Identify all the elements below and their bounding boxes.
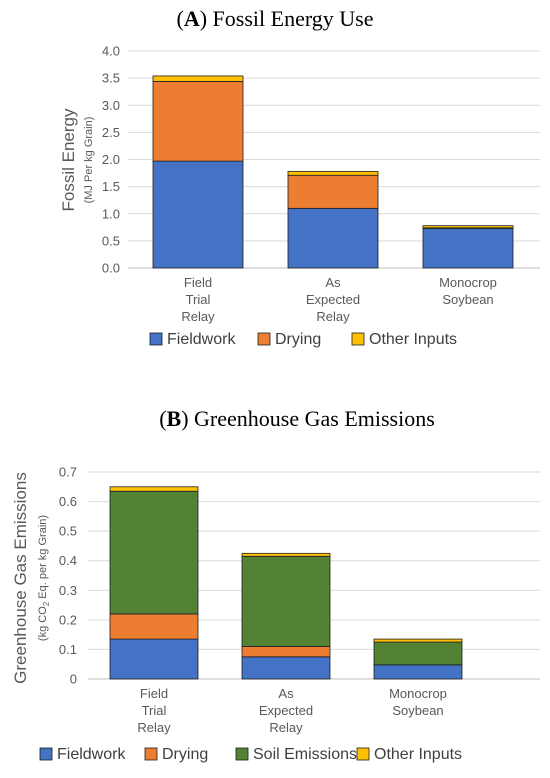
- bar-segment-fieldwork: [287, 207, 379, 269]
- panel-b-title: (B) Greenhouse Gas Emissions: [159, 406, 435, 431]
- panel-a-title-letter: A: [184, 6, 200, 31]
- category-label: Field Trial Relay: [137, 686, 171, 735]
- panel-b-legend: Fieldwork Drying Soil Emissions Other Input…: [39, 746, 462, 763]
- y-tick-label: 3.5: [102, 71, 120, 86]
- category-label: Monocrop Soybean: [389, 686, 447, 718]
- y-tick-label: 2.0: [102, 152, 120, 167]
- panel-a-fossil-energy-chart: (A) Fossil Energy Use Fossil Energy (MJ …: [59, 6, 540, 348]
- bar-segment-other-inputs: [287, 171, 379, 176]
- panel-a-y-axis-label: Fossil Energy: [59, 108, 78, 211]
- bar-segment-soil-emissions: [241, 555, 331, 647]
- bar-segment-drying: [287, 174, 379, 209]
- legend-swatch: [149, 332, 163, 346]
- y-tick-label: 0.7: [59, 465, 77, 480]
- y-tick-label: 0.6: [59, 494, 77, 509]
- category-label-line: Trial: [142, 703, 167, 718]
- category-label-line: Monocrop: [439, 275, 497, 290]
- y-tick-label: 2.5: [102, 125, 120, 140]
- y-tick-label: 0: [70, 672, 77, 687]
- panel-b-title-text: Greenhouse Gas Emissions: [194, 406, 435, 431]
- y-tick-label: 4.0: [102, 44, 120, 59]
- bar-segment-drying: [241, 646, 331, 658]
- bar-segment-fieldwork: [152, 160, 244, 269]
- bar-segment-drying: [152, 80, 244, 162]
- legend-swatch: [257, 332, 271, 346]
- legend-swatch: [144, 747, 158, 761]
- bar-segment-drying: [109, 613, 199, 640]
- bar-segment-other-inputs: [373, 638, 463, 643]
- legend-label: Other Inputs: [369, 331, 457, 348]
- bar-segment-other-inputs: [109, 486, 199, 492]
- category-label-line: Relay: [316, 309, 350, 324]
- legend-label: Drying: [162, 746, 208, 763]
- bar-segment-soil-emissions: [109, 490, 199, 615]
- category-label-line: Field: [184, 275, 212, 290]
- y-tick-label: 0.0: [102, 261, 120, 276]
- panel-b-y-sublabel-pre: (kg CO: [37, 606, 49, 641]
- category-label-line: Soybean: [442, 292, 493, 307]
- y-tick-label: 0.1: [59, 642, 77, 657]
- category-label-line: As: [278, 686, 294, 701]
- y-tick-label: 1.5: [102, 179, 120, 194]
- category-label: Field Trial Relay: [181, 275, 215, 324]
- y-tick-label: 1.0: [102, 206, 120, 221]
- category-label-line: Relay: [137, 720, 171, 735]
- category-label: As Expected Relay: [306, 275, 360, 324]
- y-tick-label: 0.5: [59, 524, 77, 539]
- legend-label: Fieldwork: [167, 331, 236, 348]
- panel-a-y-ticks: 0.0 0.5 1.0 1.5 2.0 2.5 3.0 3.5 4.0: [102, 44, 120, 276]
- bar-segment-other-inputs: [152, 75, 244, 82]
- bar-segment-fieldwork: [241, 656, 331, 680]
- category-label-line: Expected: [306, 292, 360, 307]
- legend-label: Fieldwork: [57, 746, 126, 763]
- category-label-line: Expected: [259, 703, 313, 718]
- panel-b-y-sublabel-post: Eq. per kg Grain): [37, 515, 49, 602]
- category-label: Monocrop Soybean: [439, 275, 497, 307]
- panel-a-legend: Fieldwork Drying Other Inputs: [149, 331, 457, 348]
- bar-segment-fieldwork: [109, 638, 199, 680]
- panel-a-title: (A) Fossil Energy Use: [177, 6, 374, 31]
- y-tick-label: 0.2: [59, 612, 77, 627]
- panel-b-title-letter: B: [167, 406, 182, 431]
- y-tick-label: 3.0: [102, 98, 120, 113]
- legend-label: Soil Emissions: [253, 746, 357, 763]
- panel-b-y-axis-sublabel: (kg CO2 Eq. per kg Grain): [37, 515, 51, 641]
- bar-segment-fieldwork: [373, 664, 463, 680]
- y-tick-label: 0.3: [59, 583, 77, 598]
- bar-segment-fieldwork: [422, 227, 514, 269]
- bar-segment-other-inputs: [241, 552, 331, 557]
- legend-label: Other Inputs: [374, 746, 462, 763]
- category-label-line: Relay: [269, 720, 303, 735]
- legend-swatch: [39, 747, 53, 761]
- y-tick-label: 0.4: [59, 553, 77, 568]
- panel-a-title-text: Fossil Energy Use: [213, 6, 374, 31]
- panel-b-category-labels: Field Trial Relay As Expected Relay Monocrop So…: [137, 686, 447, 735]
- category-label-line: As: [325, 275, 341, 290]
- panel-b-y-axis-label: Greenhouse Gas Emissions: [11, 472, 30, 684]
- category-label: As Expected Relay: [259, 686, 313, 735]
- legend-swatch: [356, 747, 370, 761]
- category-label-line: Relay: [181, 309, 215, 324]
- panel-b-ghg-chart: (B) Greenhouse Gas Emissions Greenhouse …: [11, 406, 540, 763]
- panel-b-y-ticks: 0 0.1 0.2 0.3 0.4 0.5 0.6 0.7: [59, 465, 77, 687]
- category-label-line: Field: [140, 686, 168, 701]
- legend-label: Drying: [275, 331, 321, 348]
- category-label-line: Monocrop: [389, 686, 447, 701]
- panel-b-bars: [109, 486, 463, 680]
- bar-segment-other-inputs: [422, 225, 514, 229]
- panel-b-y-sublabel-subscript: 2: [42, 601, 51, 606]
- y-tick-label: 0.5: [102, 233, 120, 248]
- category-label-line: Soybean: [392, 703, 443, 718]
- legend-swatch: [351, 332, 365, 346]
- panel-a-category-labels: Field Trial Relay As Expected Relay Monocrop So…: [181, 275, 497, 324]
- category-label-line: Trial: [186, 292, 211, 307]
- panel-a-y-axis-sublabel: (MJ Per kg Grain): [83, 117, 95, 204]
- bar-segment-soil-emissions: [373, 641, 463, 666]
- panel-a-bars: [152, 75, 514, 269]
- legend-swatch: [235, 747, 249, 761]
